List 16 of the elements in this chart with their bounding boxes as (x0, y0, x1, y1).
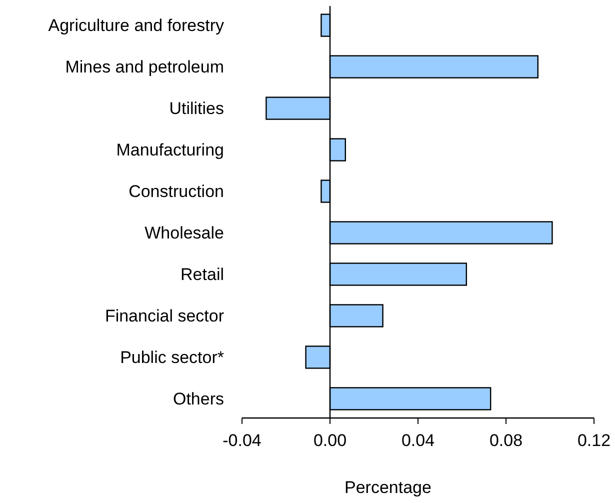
x-axis-title: Percentage (344, 478, 432, 497)
y-tick-label: Retail (180, 265, 224, 284)
y-tick-label: Manufacturing (116, 140, 224, 160)
y-tick-label: Utilities (169, 99, 224, 118)
y-tick-label: Construction (128, 182, 224, 202)
x-tick-label: 0.00 (313, 431, 347, 450)
x-tick-label: 0.12 (577, 431, 611, 450)
y-tick-label: Agriculture and forestry (48, 16, 224, 36)
y-tick-label: Others (172, 390, 224, 409)
y-tick-label: Public sector* (120, 348, 224, 368)
y-tick-label: Mines and petroleum (65, 58, 224, 77)
x-tick-label: 0.08 (489, 431, 523, 450)
y-tick-label: Financial sector (104, 306, 224, 326)
y-tick-label: Wholesale (144, 224, 224, 243)
x-tick-label: 0.04 (401, 431, 435, 450)
x-tick-label: -0.04 (222, 431, 262, 450)
